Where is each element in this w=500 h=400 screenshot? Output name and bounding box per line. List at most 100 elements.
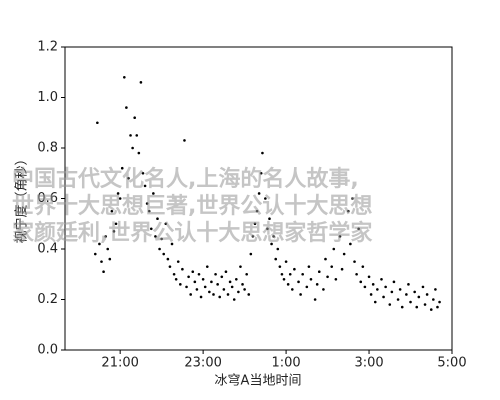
point (195, 288, 199, 291)
point (278, 265, 282, 268)
point (282, 278, 286, 281)
point (170, 242, 174, 246)
point (355, 272, 358, 276)
point (288, 272, 292, 276)
point (396, 298, 400, 301)
point (305, 285, 309, 289)
x-tick-label: 23:00 (184, 356, 221, 371)
point (429, 308, 433, 311)
point (309, 278, 313, 281)
point (224, 270, 228, 274)
point (96, 121, 99, 125)
point (172, 272, 176, 276)
point (251, 235, 255, 238)
point (413, 290, 416, 294)
point (407, 283, 410, 286)
point (324, 257, 327, 261)
point (284, 260, 288, 263)
point (434, 288, 437, 291)
point (425, 293, 429, 296)
point (421, 285, 425, 289)
point (270, 242, 273, 246)
watermark: 世界十大思想巨著,世界公认十大思想 (12, 193, 372, 219)
point (357, 227, 360, 231)
point (212, 293, 215, 296)
point (334, 278, 338, 281)
point (235, 278, 238, 281)
point (268, 217, 271, 220)
point (141, 171, 145, 175)
point (222, 288, 226, 291)
point (272, 235, 275, 238)
x-axis-label: 冰穹A当地时间 (215, 373, 302, 389)
point (266, 227, 269, 231)
point (359, 280, 363, 284)
point (261, 151, 264, 155)
point (361, 265, 365, 268)
y-tick-label: 0.6 (37, 191, 58, 206)
x-tick-label: 3:00 (354, 356, 383, 371)
point (436, 305, 439, 309)
point (118, 197, 122, 200)
watermark: 中国古代文化名人,上海的名人故事, (12, 166, 359, 192)
point (102, 270, 105, 274)
point (330, 265, 334, 268)
point (351, 197, 354, 200)
point (317, 270, 321, 274)
point (313, 298, 317, 301)
point (276, 247, 280, 251)
point (340, 267, 344, 271)
point (264, 197, 267, 200)
point (245, 272, 248, 276)
point (398, 288, 402, 291)
point (280, 272, 284, 276)
point (100, 260, 103, 263)
point (247, 293, 251, 296)
point (369, 293, 373, 296)
point (193, 280, 197, 284)
point (230, 285, 234, 289)
y-tick-label: 0.8 (37, 141, 58, 156)
point (371, 283, 375, 286)
point (315, 283, 319, 286)
point (274, 257, 278, 261)
point (257, 192, 261, 195)
point (143, 184, 147, 188)
point (162, 252, 166, 256)
point (353, 260, 356, 263)
x-tick-label: 21:00 (101, 356, 138, 371)
point (183, 139, 186, 142)
point (342, 252, 346, 256)
point (112, 230, 116, 233)
point (189, 293, 192, 296)
point (174, 278, 178, 281)
point (255, 209, 259, 213)
point (166, 257, 170, 261)
point (400, 305, 404, 309)
point (405, 293, 408, 296)
point (210, 280, 213, 284)
point (197, 272, 201, 276)
point (301, 272, 304, 276)
y-tick-label: 0.0 (37, 343, 58, 358)
point (203, 285, 207, 289)
point (164, 222, 168, 226)
point (152, 192, 155, 195)
point (239, 265, 242, 268)
y-axis-label: 视宁度（角秒） (14, 152, 30, 243)
point (388, 303, 392, 306)
point (415, 305, 419, 309)
point (332, 247, 336, 251)
point (226, 293, 230, 296)
point (154, 235, 157, 238)
point (158, 247, 161, 251)
point (93, 252, 97, 256)
point (133, 116, 136, 119)
point (216, 283, 219, 286)
point (376, 288, 379, 291)
watermark: 家颜廷利,世界公认十大思想家哲学家 (12, 220, 373, 246)
point (179, 283, 182, 286)
point (145, 202, 149, 205)
point (299, 293, 302, 296)
